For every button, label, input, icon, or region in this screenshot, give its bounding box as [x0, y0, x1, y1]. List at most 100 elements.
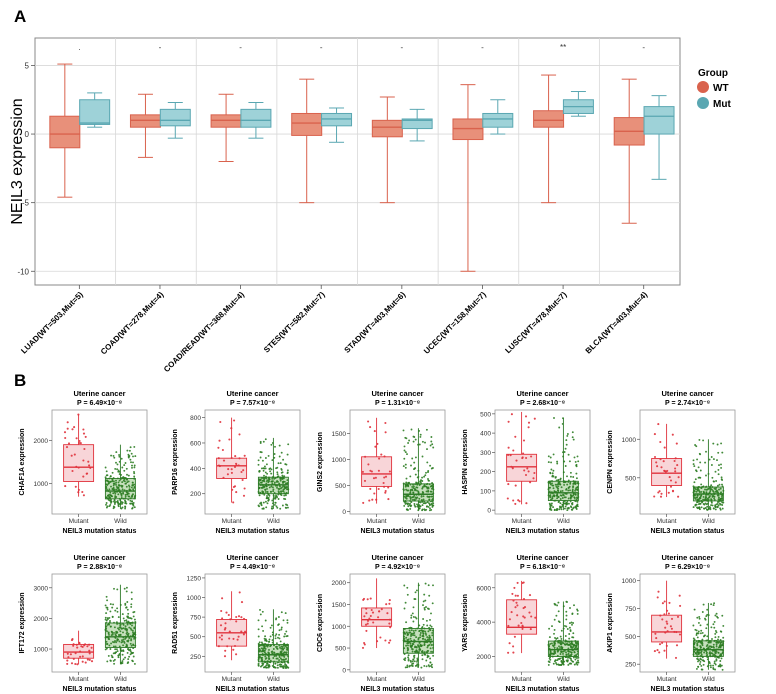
y-tick-label: 1500 — [332, 431, 347, 438]
mutant-point — [523, 616, 526, 619]
wild-point — [702, 635, 705, 638]
wild-point — [698, 490, 701, 492]
wild-point — [695, 469, 697, 472]
wild-point — [574, 493, 577, 496]
wild-point — [697, 466, 700, 469]
mutant-point — [655, 461, 658, 464]
wild-point — [576, 612, 579, 615]
significance-marker: - — [239, 43, 242, 52]
wild-point — [414, 664, 417, 667]
wild-point — [571, 636, 574, 639]
wild-point — [403, 607, 406, 610]
mutant-point — [507, 651, 510, 654]
mutant-point — [678, 633, 682, 636]
wild-point — [131, 500, 133, 503]
wild-point — [132, 633, 135, 636]
wild-point — [698, 617, 701, 620]
mutant-point — [529, 628, 532, 631]
wild-point — [693, 494, 696, 497]
mutant-point — [670, 627, 673, 630]
wild-point — [708, 641, 710, 644]
wild-point — [269, 635, 272, 638]
wild-point — [128, 637, 131, 640]
wild-point — [282, 643, 285, 646]
wild-point — [130, 644, 133, 647]
mutant-point — [230, 468, 233, 471]
wild-point — [419, 643, 422, 646]
wild-point — [417, 469, 420, 472]
mutant-point — [373, 492, 376, 495]
mutant-point — [377, 487, 380, 491]
wild-point — [708, 458, 711, 461]
wild-point — [696, 655, 699, 658]
wild-point — [122, 658, 125, 661]
x-tick-label: Wild — [267, 518, 280, 525]
wild-point — [129, 648, 132, 651]
wild-point — [262, 507, 265, 510]
wild-point — [698, 649, 701, 652]
wild-point — [712, 668, 715, 671]
mutant-point — [84, 661, 87, 664]
mutant-point — [240, 616, 243, 619]
wild-point — [265, 477, 268, 480]
wild-point — [556, 640, 559, 643]
wild-point — [717, 638, 719, 641]
wild-point — [133, 618, 136, 621]
wild-point — [569, 481, 572, 484]
wild-point — [281, 471, 284, 474]
wild-point — [569, 482, 572, 485]
wild-point — [430, 665, 432, 667]
wild-point — [263, 485, 266, 488]
wild-point — [571, 490, 574, 493]
wild-point — [423, 483, 426, 486]
mutant-point — [361, 470, 364, 473]
wild-point — [271, 505, 274, 508]
mutant-point — [81, 655, 84, 658]
wild-point — [277, 636, 279, 639]
wild-point — [562, 481, 565, 484]
wild-point — [268, 657, 271, 660]
mutant-point — [219, 420, 222, 424]
wild-point — [558, 426, 561, 429]
wild-point — [117, 469, 120, 472]
wild-point — [125, 590, 128, 593]
wild-point — [695, 490, 698, 493]
wild-point — [418, 646, 421, 648]
wild-point — [274, 662, 277, 665]
wild-point — [711, 655, 714, 658]
wild-point — [411, 485, 414, 488]
wild-point — [703, 651, 706, 654]
wild-point — [133, 637, 136, 640]
wild-point — [131, 624, 133, 627]
wild-point — [575, 657, 578, 659]
wild-point — [561, 503, 564, 506]
wild-point — [113, 658, 116, 661]
wild-point — [417, 665, 420, 668]
wild-point — [268, 638, 271, 641]
wild-point — [286, 469, 289, 472]
wild-point — [424, 441, 426, 444]
wild-point — [719, 643, 722, 645]
wild-point — [414, 456, 417, 459]
wild-point — [265, 482, 268, 485]
wild-point — [715, 631, 718, 634]
wild-point — [549, 456, 552, 459]
wild-point — [124, 625, 127, 628]
wild-point — [413, 634, 416, 637]
wild-point — [104, 476, 107, 479]
wild-point — [132, 489, 135, 492]
wild-point — [562, 417, 564, 420]
mutant-point — [384, 639, 387, 642]
wild-point — [409, 489, 412, 492]
mutant-point — [79, 442, 82, 445]
wild-point — [693, 465, 696, 468]
x-tick-label: Mutant — [69, 676, 89, 683]
wild-point — [429, 624, 432, 627]
wild-point — [109, 610, 112, 613]
wild-point — [698, 452, 701, 455]
wild-point — [693, 639, 696, 642]
mutant-point — [221, 617, 224, 620]
y-tick-label: 0 — [25, 130, 30, 139]
